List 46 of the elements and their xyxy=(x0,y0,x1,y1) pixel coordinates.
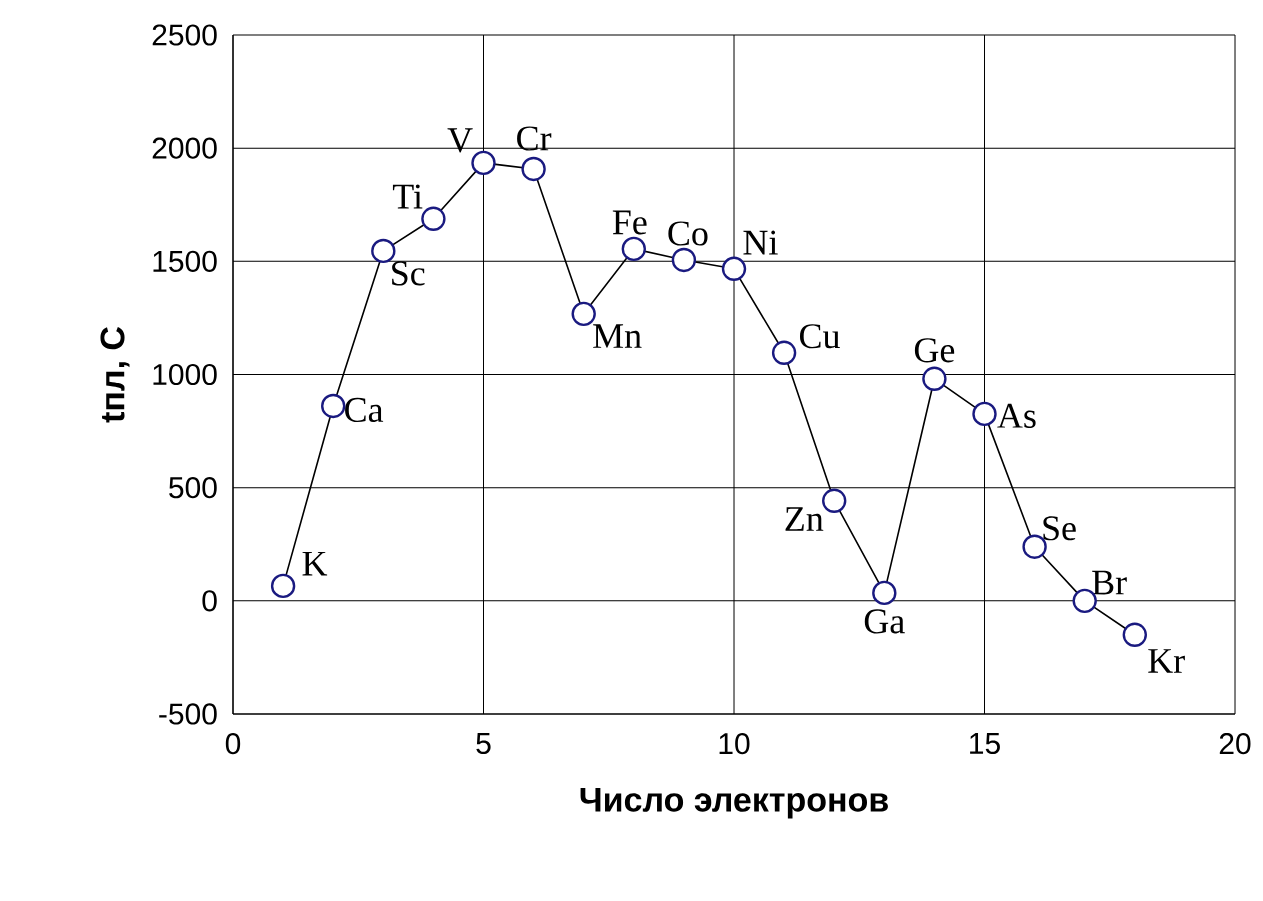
annotation: Se xyxy=(1043,516,1076,541)
x-axis-title: Число электронов xyxy=(580,788,888,819)
annotation: Zn xyxy=(785,507,824,531)
annotation: V xyxy=(447,128,473,153)
point xyxy=(972,401,997,427)
annotation: Cu xyxy=(799,324,840,349)
point xyxy=(621,236,647,262)
y-tick-label: 1500 xyxy=(153,250,217,272)
y-tick-label: -500 xyxy=(159,703,217,725)
point xyxy=(721,256,747,282)
annotation: Co xyxy=(668,221,708,246)
x-tick-label: 0 xyxy=(225,733,241,755)
y-tick-label: 500 xyxy=(169,477,217,499)
point xyxy=(521,156,546,182)
point xyxy=(1122,622,1148,647)
annotation: Ge xyxy=(914,338,955,363)
point xyxy=(270,573,296,599)
point xyxy=(671,247,697,273)
annotation: K xyxy=(302,551,328,576)
y-tick-label: 1000 xyxy=(153,363,217,386)
point xyxy=(771,340,797,365)
point xyxy=(471,150,496,176)
annotation: Br xyxy=(1092,570,1127,595)
x-tick-label: 10 xyxy=(719,733,750,755)
annotation: Ga xyxy=(864,609,905,634)
annotation: Kr xyxy=(1148,649,1185,673)
y-tick-label: 2500 xyxy=(152,24,217,46)
y-axis-title: tпл, С xyxy=(100,327,130,423)
point xyxy=(872,580,897,606)
point xyxy=(822,488,847,513)
y-tick-label: 0 xyxy=(202,590,217,612)
y-tick-label: 2000 xyxy=(152,137,217,159)
annotation: Ti xyxy=(392,184,423,209)
x-tick-label: 15 xyxy=(970,733,1000,754)
annotation: Mn xyxy=(593,324,642,348)
annotation: As xyxy=(997,403,1036,428)
annotation: Fe xyxy=(612,210,647,235)
annotation: Ca xyxy=(345,397,384,423)
annotation: Ni xyxy=(743,230,778,255)
annotation: Cr xyxy=(517,126,552,151)
x-tick-label: 5 xyxy=(476,733,491,754)
point xyxy=(321,393,346,419)
x-tick-label: 20 xyxy=(1219,733,1251,755)
point xyxy=(421,206,446,231)
point xyxy=(922,366,947,392)
annotation: Sc xyxy=(392,261,425,286)
